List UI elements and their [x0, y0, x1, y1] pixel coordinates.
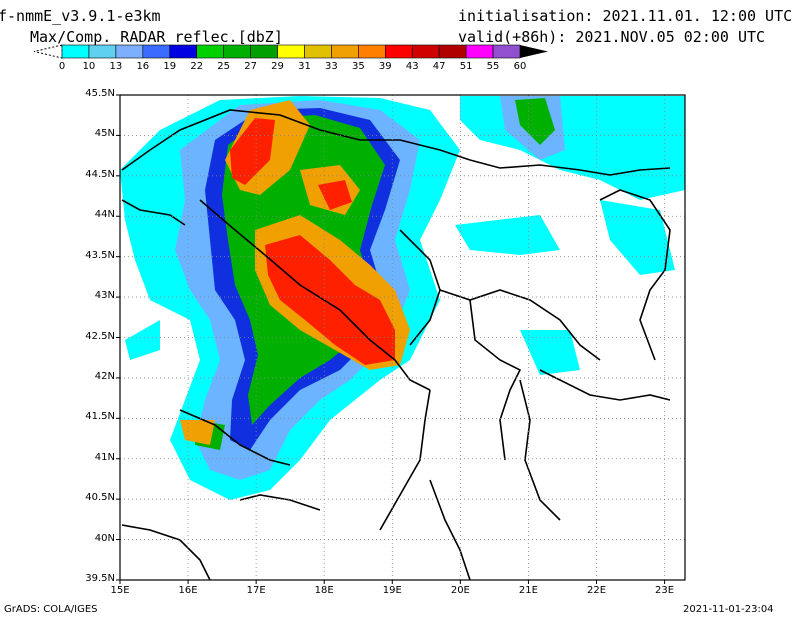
lon-label: 22E [586, 585, 607, 596]
colorbar-label: 0 [58, 61, 66, 72]
lon-label: 20E [450, 585, 470, 596]
colorbar-over-triangle [520, 45, 548, 58]
lat-label: 42.5N [85, 330, 115, 342]
model-title: f-nmmE_v3.9.1-e3km [0, 7, 161, 25]
init-time: initialisation: 2021.11.01. 12:00 UTC [458, 7, 793, 25]
lat-label: 44.5N [85, 168, 115, 180]
lat-label: 42N [94, 370, 115, 382]
footer-left: GrADS: COLA/IGES [4, 604, 98, 615]
footer-right: 2021-11-01-23:04 [683, 604, 774, 615]
lon-label: 21E [518, 585, 538, 596]
variable-title: Max/Comp. RADAR reflec.[dbZ] [30, 28, 283, 46]
lat-label: 43.5N [85, 249, 115, 261]
lon-label: 23E [655, 585, 675, 596]
colorbar-label: 22 [190, 61, 204, 72]
colorbar-label: 10 [82, 61, 96, 72]
colorbar-label: 16 [136, 61, 150, 72]
colorbar-label: 43 [405, 61, 419, 72]
lat-label: 40N [94, 532, 115, 544]
lon-label: 15E [110, 585, 130, 596]
lat-label: 39.5N [85, 573, 115, 584]
colorbar-label: 51 [459, 61, 473, 72]
lon-label: 16E [178, 585, 198, 596]
lon-label: 19E [382, 585, 402, 596]
lat-label: 41.5N [85, 411, 115, 423]
lat-label: 43N [94, 290, 115, 302]
valid-time: valid(+86h): 2021.NOV.05 02:00 UTC [458, 28, 766, 46]
lat-label: 41N [94, 451, 115, 463]
lon-label: 17E [246, 585, 266, 596]
lat-label: 45N [94, 128, 115, 140]
colorbar-label: 55 [486, 61, 500, 72]
colorbar-label: 27 [244, 61, 257, 72]
colorbar-label: 13 [109, 61, 123, 72]
lon-label: 18E [314, 585, 334, 596]
colorbar-label: 35 [351, 61, 365, 72]
colorbar-label: 39 [378, 61, 392, 72]
colorbar-label: 33 [325, 61, 338, 72]
colorbar-label: 25 [217, 61, 231, 72]
colorbar [33, 44, 548, 59]
colorbar-label: 19 [163, 61, 177, 72]
colorbar-under-triangle [33, 44, 63, 59]
lat-label: 45.5N [85, 88, 115, 99]
coastlines-borders [121, 109, 671, 581]
lat-label: 44N [94, 209, 115, 221]
colorbar-label: 47 [432, 61, 446, 72]
colorbar-label: 31 [298, 61, 311, 72]
colorbar-label: 29 [271, 61, 284, 72]
colorbar-label: 60 [513, 61, 527, 72]
lat-label: 40.5N [85, 492, 115, 504]
